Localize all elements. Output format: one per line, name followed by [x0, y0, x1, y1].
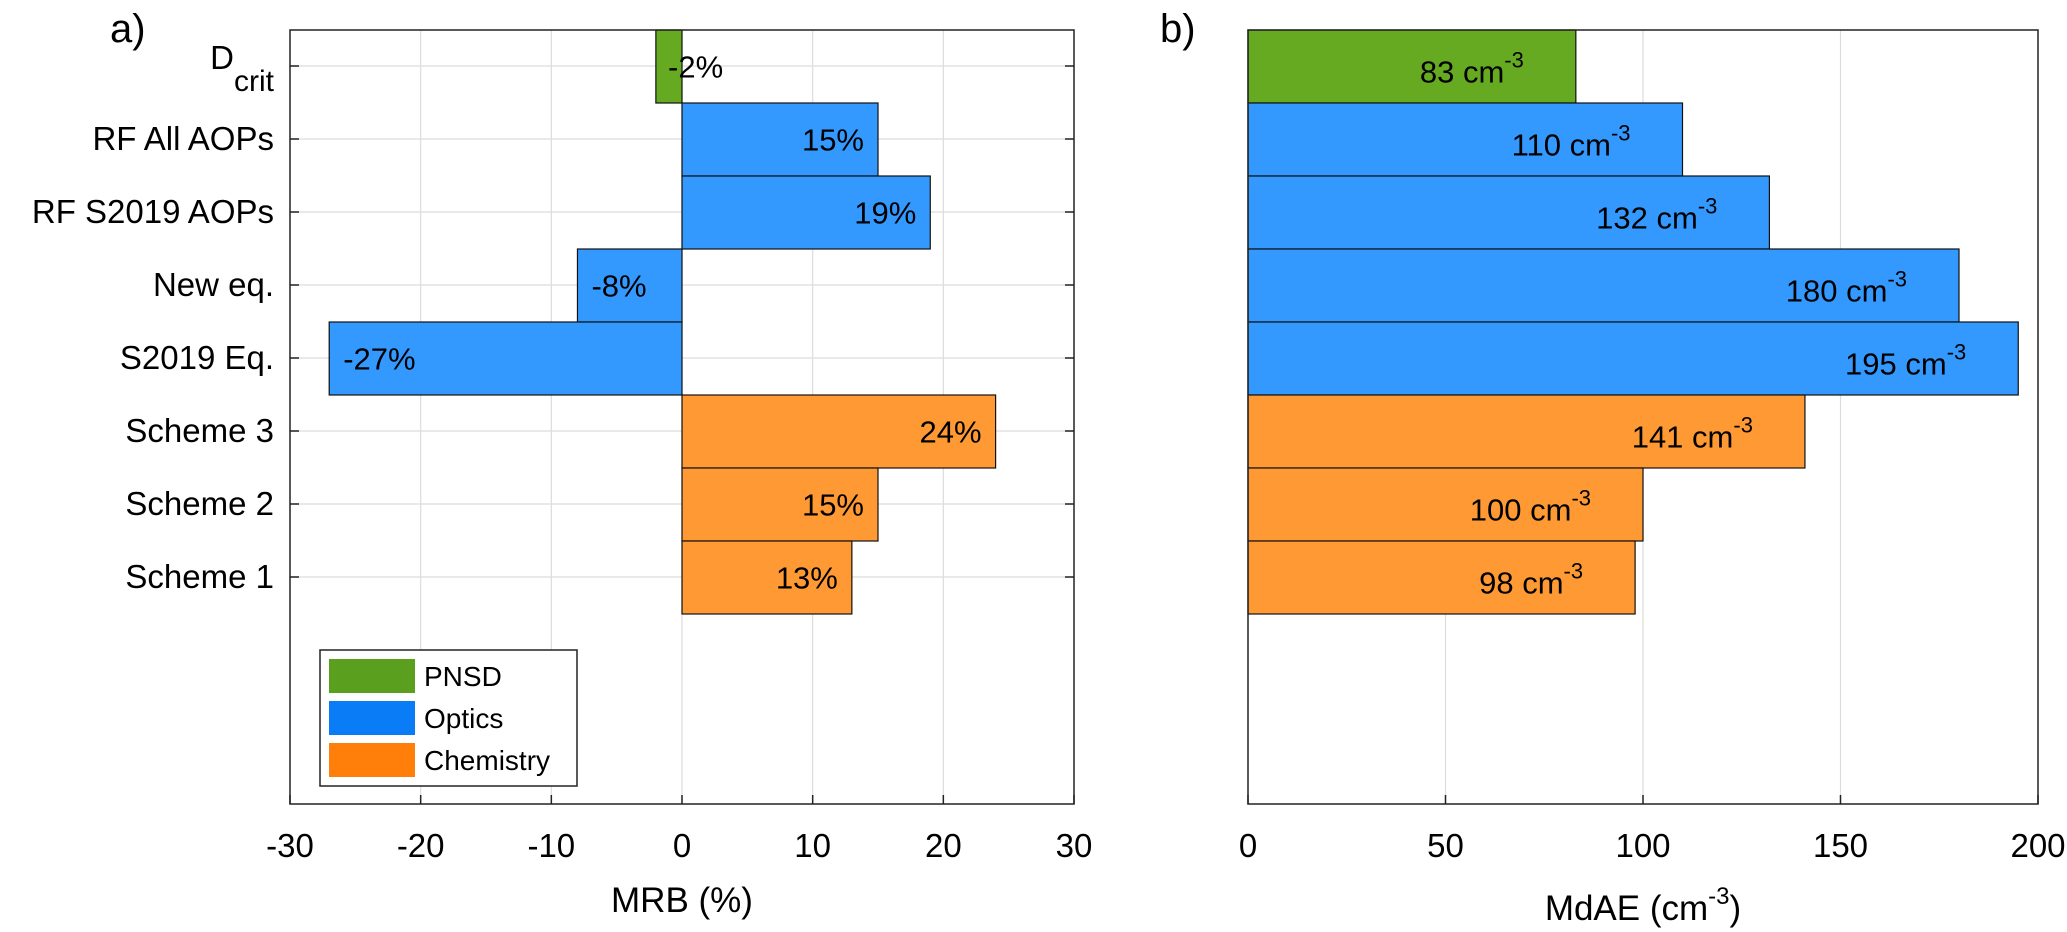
panel-b-data-label: 180 cm-3 — [1786, 267, 1907, 309]
panel-b-bar — [1247, 29, 1577, 104]
panel-b-data-label: 132 cm-3 — [1596, 194, 1717, 236]
panel-a-category-label: RF S2019 AOPs — [32, 193, 274, 230]
data-label-value: 110 cm — [1512, 128, 1611, 163]
data-label-value: 195 cm — [1845, 347, 1947, 382]
panel-a-category-label: S2019 Eq. — [120, 339, 274, 376]
data-label-value: 83 cm — [1420, 55, 1504, 90]
panel-b-data-label: 98 cm-3 — [1479, 559, 1583, 601]
category-name: S2019 Eq. — [120, 339, 274, 376]
category-name: RF All AOPs — [92, 120, 274, 157]
panel-a-data-label: 24% — [920, 415, 982, 450]
data-label-superscript: -3 — [1564, 559, 1584, 584]
data-label-superscript: -3 — [1733, 413, 1753, 438]
category-name: Scheme 1 — [125, 558, 274, 595]
panel-a-bar — [681, 467, 879, 542]
panel-b-x-tick-label: 100 — [1615, 827, 1670, 864]
panel-a-legend: PNSD Optics Chemistry — [319, 649, 578, 787]
panel-a-data-label: 19% — [854, 196, 916, 231]
panel-a-data-label: -2% — [668, 50, 723, 85]
category-name: RF S2019 AOPs — [32, 193, 274, 230]
data-label-value: 100 cm — [1470, 493, 1572, 528]
panel-a-bar — [328, 321, 683, 396]
panel-b-data-label: 110 cm-3 — [1512, 121, 1631, 163]
panel-b-data-label: 100 cm-3 — [1470, 486, 1591, 528]
panel-a-x-tick-label: 0 — [673, 827, 691, 864]
panel-a-category-label: New eq. — [153, 266, 274, 303]
panel-a-data-label: -27% — [343, 342, 415, 377]
panel-a-bar — [681, 102, 879, 177]
panel-a-x-tick-label: 30 — [1056, 827, 1093, 864]
panel-b-bar — [1247, 467, 1644, 542]
panel-a-bar — [681, 540, 853, 615]
legend-swatch — [329, 743, 415, 777]
panel-a-x-tick-label: 10 — [794, 827, 831, 864]
panel-b-x-tick-label: 0 — [1239, 827, 1257, 864]
category-name: New eq. — [153, 266, 274, 303]
panel-a-bars: -2% 15% 19% -8% -27% 24% 15% 13% — [328, 29, 997, 615]
panel-a-category-label: Dcrit — [210, 39, 274, 98]
panel-b-bar — [1247, 394, 1806, 469]
data-label-value: 180 cm — [1786, 274, 1888, 309]
legend-label: Optics — [424, 703, 503, 734]
data-label-value: 141 cm — [1632, 420, 1734, 455]
legend-swatch — [329, 659, 415, 693]
data-label-superscript: -3 — [1947, 340, 1967, 365]
panel-a-x-ticks: -30 -20 -10 0 10 20 30 — [266, 65, 1093, 864]
panel-b-x-axis-label: MdAE (cm-3) — [1545, 883, 1741, 928]
category-name: Scheme 3 — [125, 412, 274, 449]
legend-swatch — [329, 701, 415, 735]
panel-a-x-tick-label: -10 — [527, 827, 575, 864]
panel-a-plot-frame — [289, 29, 1075, 805]
panel-a-x-tick-label: -20 — [397, 827, 445, 864]
data-label-value: 132 cm — [1596, 201, 1698, 236]
panel-a-label: a) — [110, 7, 146, 51]
panel-b-data-label: 195 cm-3 — [1845, 340, 1966, 382]
panel-a: a) -2% 15% 19% -8% -27% 24% 15% 13% Dcrit RF All… — [32, 7, 1092, 920]
panel-a-data-label: 15% — [802, 488, 864, 523]
category-subscript: crit — [234, 65, 275, 98]
data-label-superscript: -3 — [1611, 121, 1631, 146]
panel-b-bar — [1247, 540, 1636, 615]
panel-b-data-label: 83 cm-3 — [1420, 48, 1524, 90]
panel-b-bar — [1247, 102, 1684, 177]
panel-a-x-tick-label: -30 — [266, 827, 314, 864]
panel-b-x-tick-label: 50 — [1427, 827, 1464, 864]
data-label-superscript: -3 — [1698, 194, 1718, 219]
panel-a-x-axis-label: MRB (%) — [611, 881, 753, 920]
panel-a-data-label: 15% — [802, 123, 864, 158]
panel-b-x-tick-label: 200 — [2010, 827, 2065, 864]
category-name: Scheme 2 — [125, 485, 274, 522]
panel-b-x-ticks: 0 50 100 150 200 — [1239, 795, 2066, 864]
data-label-superscript: -3 — [1571, 486, 1591, 511]
data-label-superscript: -3 — [1887, 267, 1907, 292]
panel-a-bar — [655, 29, 683, 104]
panel-a-bar — [681, 175, 931, 250]
panel-b-data-label: 141 cm-3 — [1632, 413, 1753, 455]
panel-a-category-labels: Dcrit RF All AOPs RF S2019 AOPs New eq. S201… — [32, 39, 275, 595]
panel-a-x-tick-label: 20 — [925, 827, 962, 864]
panel-b-bar — [1247, 175, 1771, 250]
panel-a-category-label: Scheme 3 — [125, 412, 274, 449]
panel-a-data-label: -8% — [591, 269, 646, 304]
panel-a-category-label: RF All AOPs — [92, 120, 274, 157]
panel-a-category-label: Scheme 1 — [125, 558, 274, 595]
panel-b-label: b) — [1160, 7, 1196, 51]
category-name: D — [210, 39, 234, 76]
panel-b-bar — [1247, 248, 1960, 323]
legend-label: Chemistry — [424, 745, 550, 776]
data-label-value: 98 cm — [1479, 566, 1563, 601]
data-label-superscript: -3 — [1504, 48, 1524, 73]
panel-b-plot-frame — [1247, 29, 2039, 805]
legend-label: PNSD — [424, 661, 502, 692]
panel-a-category-label: Scheme 2 — [125, 485, 274, 522]
panel-a-data-label: 13% — [776, 561, 838, 596]
panel-b-x-tick-label: 150 — [1813, 827, 1868, 864]
